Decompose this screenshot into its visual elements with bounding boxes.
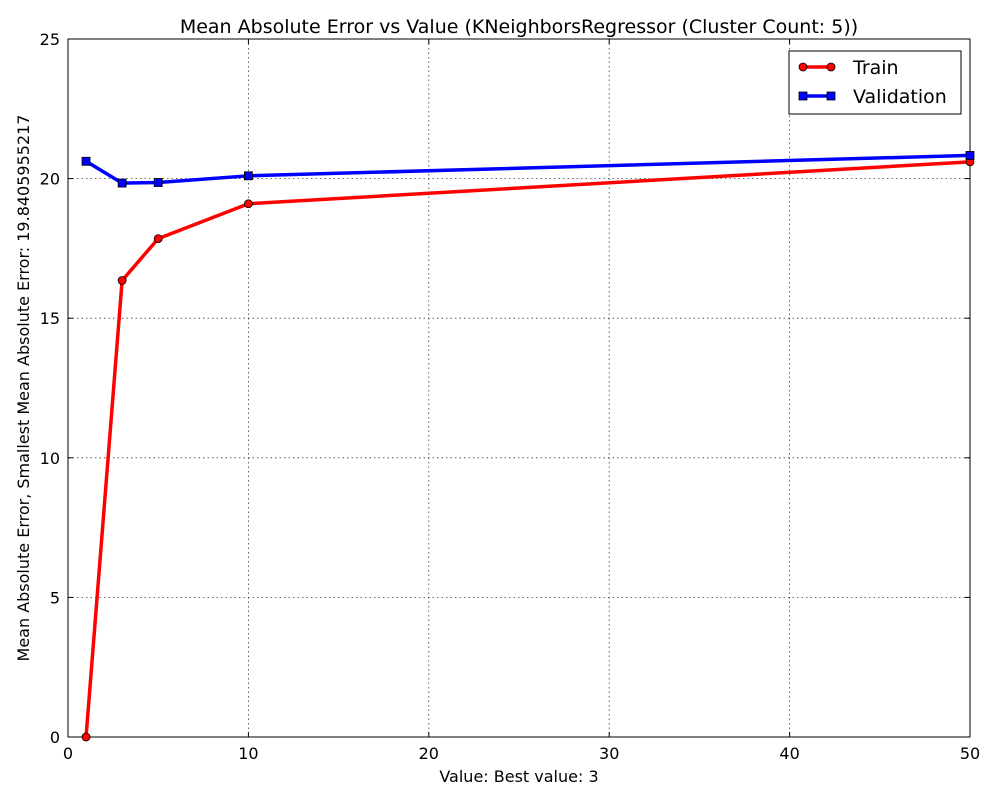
legend-swatch-marker: [826, 62, 836, 72]
legend-swatch-marker: [798, 91, 808, 101]
legend-label: Train: [852, 57, 899, 79]
y-tick-label: 10: [40, 449, 60, 468]
legend-box: [788, 50, 962, 115]
legend-swatch-marker: [826, 91, 836, 101]
grid-layer: [68, 39, 970, 737]
series-validation: [81, 151, 975, 188]
validation-point: [243, 171, 253, 181]
x-tick-label: 40: [779, 744, 799, 763]
legend-items: Train Validation: [798, 57, 947, 108]
validation-point: [117, 178, 127, 188]
validation-point: [81, 156, 91, 166]
chart-title: Mean Absolute Error vs Value (KNeighbors…: [180, 16, 858, 38]
train-point: [153, 234, 163, 244]
train-point: [117, 276, 127, 285]
legend-swatch-marker: [798, 62, 808, 72]
x-tick-label: 0: [63, 744, 73, 763]
series-layer: [81, 151, 975, 742]
y-axis-title: Mean Absolute Error, Smallest Mean Absol…: [14, 115, 33, 662]
series-train: [81, 157, 975, 742]
x-tick-label: 30: [599, 744, 619, 763]
x-tick-label: 50: [960, 744, 980, 763]
validation-point: [153, 178, 163, 187]
train-point: [81, 732, 91, 742]
legend-item-validation: Validation: [798, 86, 947, 108]
train-point: [243, 199, 253, 209]
validation-point: [965, 151, 975, 160]
x-axis-title: Value: Best value: 3: [439, 767, 598, 786]
legend-item-train: Train: [798, 57, 899, 79]
plot-frame: [67, 38, 971, 738]
y-tick-label: 25: [40, 30, 60, 49]
legend: Train Validation: [788, 50, 962, 115]
y-tick-label: 20: [40, 170, 60, 189]
y-tick-label: 15: [40, 309, 60, 328]
x-tick-label: 10: [238, 744, 258, 763]
tick-layer: 0 10 20 30 40 50 0 5 10 15 20 25: [40, 30, 981, 763]
x-tick-label: 20: [419, 744, 439, 763]
y-tick-label: 0: [50, 728, 60, 747]
legend-label: Validation: [853, 86, 947, 108]
y-tick-label: 5: [50, 588, 60, 607]
train-line: [84, 160, 971, 738]
